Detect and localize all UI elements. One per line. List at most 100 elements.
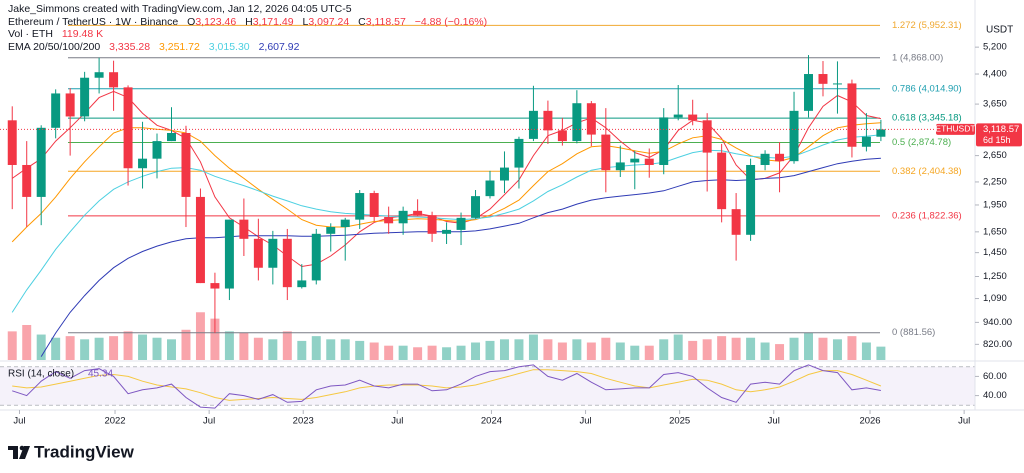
ema-label: EMA 20/50/100/200 (8, 40, 101, 53)
rsi-value: 45.34 (88, 369, 113, 380)
candle-body (138, 158, 148, 169)
candle-body (253, 238, 263, 268)
y-tick-label: 820.00 (983, 339, 1012, 350)
fib-label: 0.5 (2,874.78) (892, 137, 951, 148)
candle-body (210, 283, 220, 289)
volume-bar (239, 332, 249, 360)
volume-bar (861, 342, 871, 360)
volume-bar (311, 336, 321, 360)
y-tick-label: 1,950 (983, 199, 1007, 210)
candle-body (109, 72, 119, 88)
volume-bar (485, 340, 495, 360)
volume-bar (282, 331, 292, 360)
y-tick-label: 5,200 (983, 42, 1007, 53)
rsi-tick-label: 60.00 (983, 371, 1007, 382)
candle-body (384, 216, 394, 224)
volume-bar (355, 340, 365, 360)
volume-bar (746, 337, 756, 360)
volume-bar (51, 337, 61, 360)
rsi-title: RSI (14, close) (8, 369, 74, 380)
volume-bar (601, 337, 611, 360)
candle-body (789, 110, 799, 162)
price-tag (976, 123, 1022, 147)
candle-body (65, 93, 75, 117)
x-tick-label: Jul (203, 416, 215, 427)
symbol: Ethereum / TetherUS · 1W · Binance (8, 15, 179, 28)
volume-bar (138, 334, 148, 360)
candle-body (7, 120, 17, 165)
volume-bar (514, 339, 524, 360)
candle-body (311, 233, 321, 281)
ohlc-value: 3,123.46 (195, 15, 237, 28)
volume-bar (181, 329, 191, 360)
volume-bar (65, 336, 75, 360)
ohlc-value: 3,097.24 (308, 15, 350, 28)
axes: USDT RSI (14, close) 45.34 5,200 4,400 3,6… (0, 0, 1024, 427)
volume-label: Vol · ETH (8, 28, 53, 41)
volume-bar (109, 336, 119, 360)
x-tick-label: 2026 (859, 416, 880, 427)
candle-body (471, 196, 481, 218)
y-tick-label: 1,090 (983, 293, 1007, 304)
rsi-ma-line (12, 369, 882, 401)
candle-body (847, 83, 857, 147)
y-tick-label: 1,450 (983, 247, 1007, 258)
volume-bar (499, 339, 509, 360)
x-tick-label: Jul (13, 416, 25, 427)
rsi-pane (0, 364, 975, 409)
volume-bar (80, 339, 90, 360)
volume-bar (471, 342, 481, 360)
y-tick-label: 3,650 (983, 99, 1007, 110)
volume-bar (297, 340, 307, 360)
candle-body (543, 110, 553, 131)
rsi-tick-label: 40.00 (983, 390, 1007, 401)
volume-bar (22, 325, 32, 360)
volume-bar (340, 339, 350, 360)
volume-bar (413, 347, 423, 360)
candle-body (775, 153, 785, 162)
fib-label: 0.236 (1,822.36) (892, 210, 962, 221)
volume-bar (832, 339, 842, 360)
volume-bar (456, 345, 466, 360)
volume-bar (688, 340, 698, 360)
volume-bar (804, 332, 813, 360)
y-tick-label: 940.00 (983, 317, 1012, 328)
volume-value: 119.48 K (61, 28, 104, 41)
rsi-line (12, 364, 881, 409)
ema-value: 3,251.72 (158, 40, 200, 53)
x-tick-label: Jul (958, 416, 970, 427)
candle-body (94, 72, 104, 78)
volume-bar (123, 331, 133, 360)
candle-body (282, 238, 292, 288)
candle-body (413, 210, 423, 216)
candle-body (340, 219, 350, 228)
fib-label: 0.618 (3,345.18) (892, 113, 962, 124)
candle-body (861, 136, 871, 147)
fib-label: 0.786 (4,014.90) (892, 83, 962, 94)
volume-bar (818, 337, 828, 360)
candle-body (195, 196, 205, 284)
volume-bar (210, 318, 220, 360)
volume-bar (731, 337, 741, 360)
candle-body (239, 219, 249, 239)
volume-bar (702, 339, 712, 360)
candle-body (746, 164, 756, 235)
candle-body (123, 87, 133, 169)
candle-body (268, 238, 278, 268)
y-tick-label: 1,650 (983, 226, 1007, 237)
volume-bar (615, 342, 625, 360)
ema-value: 3,015.30 (208, 40, 250, 53)
currency-label: USDT (986, 25, 1013, 36)
change: −4.88 (−0.16%) (414, 15, 488, 28)
candle-body (717, 152, 727, 210)
volume-bar (557, 342, 567, 360)
candle-body (832, 83, 842, 85)
candle-body (485, 180, 495, 197)
price-pane: 1.272 (5,952.31) 1 (4,868.00) 0.786 (4,014… (0, 20, 975, 360)
candle-body (644, 158, 654, 165)
footer: TradingView (8, 442, 135, 461)
candle-body (427, 215, 437, 234)
x-tick-label: 2025 (669, 416, 690, 427)
volume-bar (152, 337, 162, 360)
